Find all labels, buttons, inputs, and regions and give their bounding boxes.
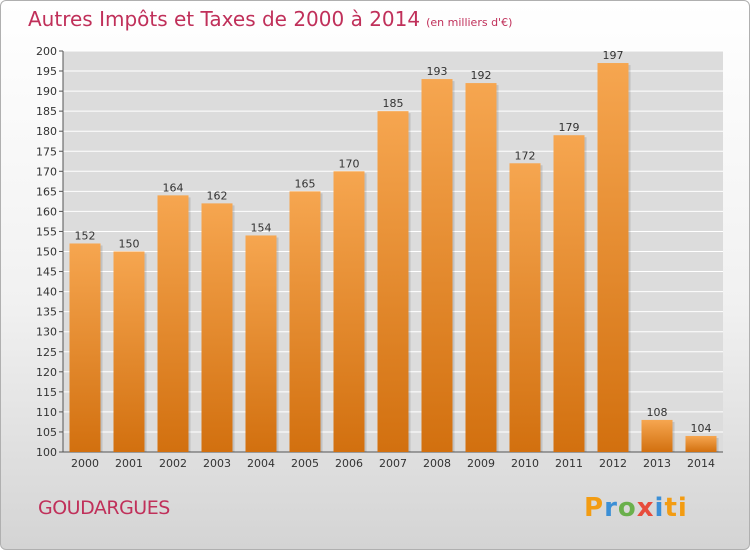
bar: [465, 83, 497, 452]
bar: [245, 235, 277, 452]
x-tick-label: 2004: [247, 457, 275, 470]
y-tick-label: 145: [36, 266, 57, 279]
x-tick-label: 2007: [379, 457, 407, 470]
x-tick-label: 2000: [71, 457, 99, 470]
bar: [641, 419, 673, 452]
chart-title-text: Autres Impôts et Taxes de 2000 à 2014: [28, 7, 421, 31]
bar-value-label: 185: [383, 97, 404, 110]
x-tick-label: 2014: [687, 457, 715, 470]
x-tick-label: 2006: [335, 457, 363, 470]
logo-letter: P: [584, 493, 605, 523]
y-tick-label: 150: [36, 246, 57, 259]
y-tick-label: 155: [36, 225, 57, 238]
x-tick-label: 2005: [291, 457, 319, 470]
y-tick-label: 195: [36, 65, 57, 78]
logo-letter: i: [654, 493, 665, 523]
bar-value-label: 154: [251, 221, 272, 234]
bar: [157, 195, 189, 453]
x-tick-label: 2001: [115, 457, 143, 470]
bar-value-label: 172: [515, 149, 536, 162]
bar: [553, 135, 585, 452]
x-tick-label: 2011: [555, 457, 583, 470]
bar-value-label: 104: [691, 422, 712, 435]
bar: [597, 63, 629, 452]
bar: [289, 191, 321, 452]
bar-value-label: 164: [163, 181, 184, 194]
bar-value-label: 162: [207, 189, 228, 202]
logo-letter: ti: [664, 493, 688, 523]
bar-value-label: 165: [295, 177, 316, 190]
logo-letter: r: [604, 493, 618, 523]
bar: [113, 251, 145, 452]
bar-value-label: 150: [119, 238, 140, 251]
bar-value-label: 152: [75, 229, 96, 242]
x-tick-label: 2012: [599, 457, 627, 470]
x-tick-label: 2009: [467, 457, 495, 470]
logo-letter: x: [636, 493, 655, 523]
chart-title: Autres Impôts et Taxes de 2000 à 2014 (en…: [28, 7, 512, 31]
y-tick-label: 190: [36, 85, 57, 98]
bar-value-label: 197: [603, 49, 624, 62]
y-tick-label: 175: [36, 145, 57, 158]
y-tick-label: 125: [36, 346, 57, 359]
bar: [509, 163, 541, 452]
bar-value-label: 170: [339, 157, 360, 170]
bar-value-label: 192: [471, 69, 492, 82]
x-tick-label: 2010: [511, 457, 539, 470]
bar: [201, 203, 233, 452]
x-tick-label: 2002: [159, 457, 187, 470]
x-tick-label: 2003: [203, 457, 231, 470]
bar: [377, 111, 409, 453]
bar: [685, 435, 717, 452]
y-tick-label: 185: [36, 105, 57, 118]
bar: [69, 243, 101, 452]
x-tick-label: 2008: [423, 457, 451, 470]
y-tick-label: 120: [36, 366, 57, 379]
y-tick-label: 180: [36, 125, 57, 138]
proxiti-logo: Proxiti: [584, 493, 688, 523]
bar: [333, 171, 365, 453]
chart-unit: (en milliers d'€): [426, 16, 513, 29]
logo-letter: o: [617, 493, 637, 523]
y-tick-label: 110: [36, 406, 57, 419]
bar: [421, 79, 453, 452]
y-tick-label: 105: [36, 426, 57, 439]
y-tick-label: 140: [36, 286, 57, 299]
y-tick-label: 135: [36, 306, 57, 319]
bar-value-label: 179: [559, 121, 580, 134]
bar-value-label: 193: [427, 65, 448, 78]
y-tick-label: 130: [36, 326, 57, 339]
x-tick-label: 2013: [643, 457, 671, 470]
y-tick-label: 115: [36, 386, 57, 399]
y-tick-label: 200: [36, 45, 57, 58]
y-tick-label: 100: [36, 446, 57, 459]
bar-value-label: 108: [647, 406, 668, 419]
y-tick-label: 160: [36, 205, 57, 218]
y-tick-label: 165: [36, 185, 57, 198]
commune-name: GOUDARGUES: [38, 497, 170, 519]
y-tick-label: 170: [36, 165, 57, 178]
